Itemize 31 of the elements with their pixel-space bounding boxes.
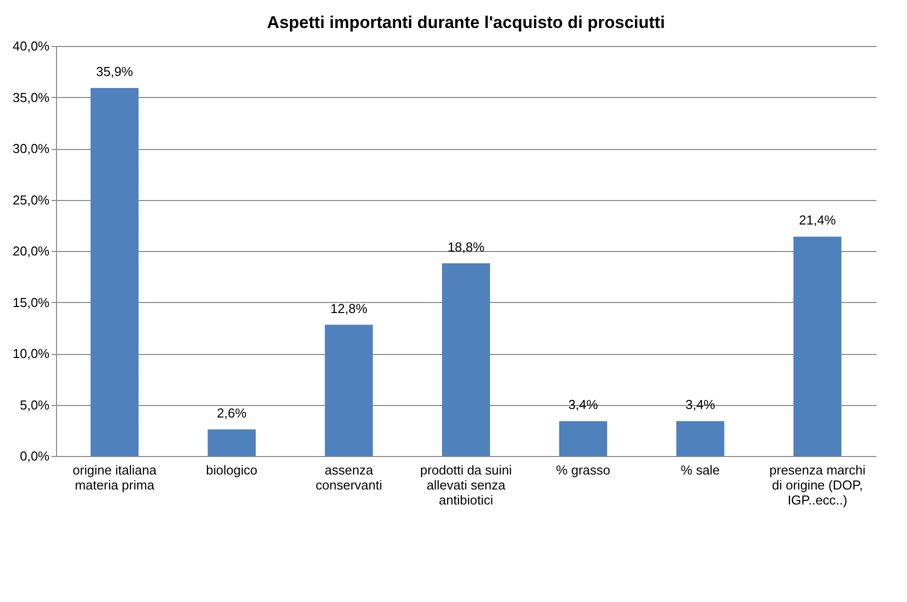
y-tick-label: 0,0% — [20, 448, 50, 464]
y-tick-label: 10,0% — [12, 346, 50, 361]
y-tick-label: 5,0% — [20, 397, 50, 412]
x-tick-label: prodotti da suini allevati senza antibiotici — [420, 462, 512, 508]
x-tick-label: presenza marchi di origine (DOP, IGP..ecc..) — [769, 462, 866, 508]
data-label: 2,6% — [216, 405, 247, 420]
y-tick-label: 40,0% — [12, 38, 50, 54]
y-tick-label: 30,0% — [12, 141, 50, 156]
data-label: 12,8% — [330, 300, 368, 316]
bar — [793, 236, 842, 456]
data-label: 35,9% — [96, 64, 134, 80]
bar — [559, 421, 608, 456]
bar — [676, 421, 724, 456]
x-tick-label: % sale — [680, 462, 720, 478]
bar — [90, 88, 139, 456]
y-tick-label: 20,0% — [12, 244, 50, 258]
x-tick-label: biologico — [206, 462, 258, 478]
data-label: 3,4% — [568, 397, 598, 412]
x-tick-label: origine italiana materia prima — [72, 462, 158, 492]
y-tick-label: 35,0% — [12, 90, 50, 105]
data-label: 3,4% — [685, 397, 716, 412]
bar — [324, 324, 373, 456]
data-label: 21,4% — [798, 212, 836, 228]
chart-title: Aspetti importanti durante l'acquisto di prosciutti — [267, 13, 665, 32]
x-tick-label: assenza conservanti — [316, 462, 382, 492]
bar — [208, 429, 256, 456]
bar — [442, 263, 490, 456]
data-label: 18,8% — [448, 239, 485, 254]
y-tick-label: 25,0% — [12, 192, 50, 208]
x-tick-label: % grasso — [556, 462, 610, 478]
y-tick-label: 15,0% — [12, 294, 50, 310]
